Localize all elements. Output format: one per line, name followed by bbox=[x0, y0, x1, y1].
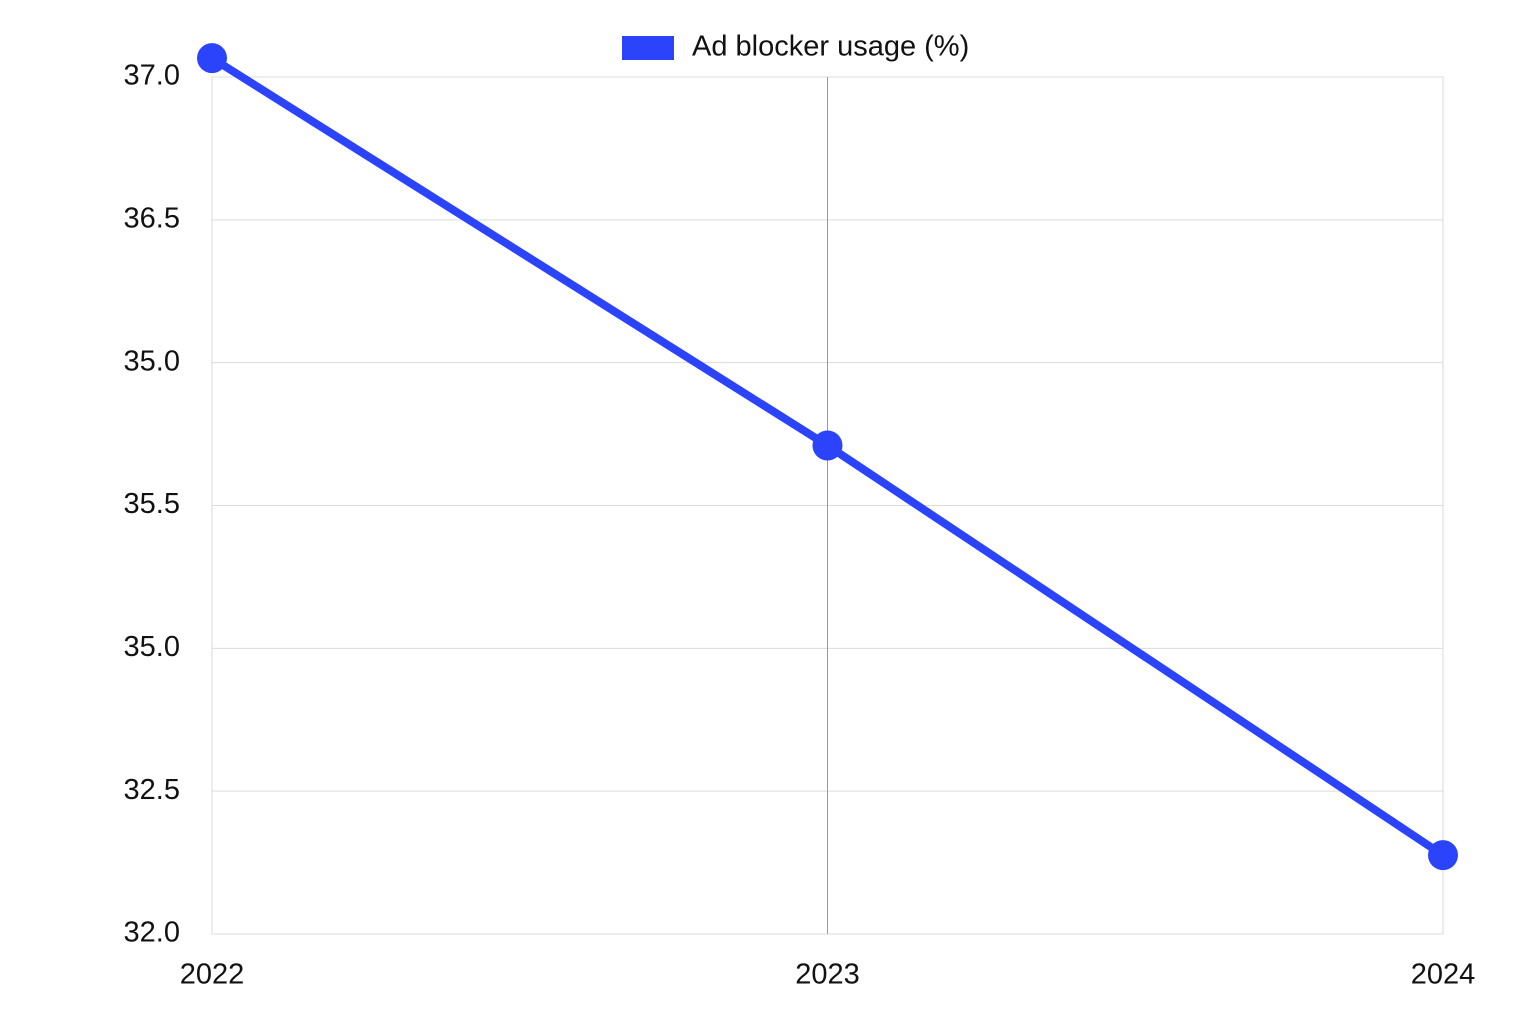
y-tick-label: 32.5 bbox=[124, 774, 180, 806]
y-tick-label: 35.0 bbox=[124, 345, 180, 377]
y-tick-label: 35.5 bbox=[124, 488, 180, 520]
data-point bbox=[197, 43, 227, 74]
y-tick-label: 36.5 bbox=[124, 202, 180, 234]
y-tick-label: 35.0 bbox=[124, 631, 180, 663]
data-point bbox=[812, 430, 843, 461]
x-tick-label: 2023 bbox=[795, 959, 860, 991]
legend-swatch bbox=[622, 36, 674, 60]
data-point bbox=[1428, 840, 1458, 871]
legend-label: Ad blocker usage (%) bbox=[692, 31, 969, 63]
x-tick-label: 2022 bbox=[180, 959, 245, 991]
y-tick-label: 32.0 bbox=[124, 917, 180, 949]
y-tick-label: 37.0 bbox=[124, 60, 180, 92]
x-tick-label: 2024 bbox=[1411, 959, 1476, 991]
